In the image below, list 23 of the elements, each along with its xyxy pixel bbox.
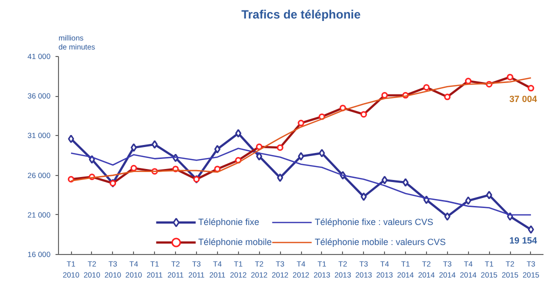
point	[68, 134, 74, 144]
point	[256, 152, 262, 161]
point	[382, 176, 388, 184]
annotation: 19 154	[509, 236, 537, 246]
legend-label: Téléphonie fixe : valeurs CVS	[314, 216, 434, 228]
legend-label: Téléphonie mobile : valeurs CVS	[314, 236, 446, 248]
point	[298, 152, 304, 161]
point	[528, 225, 534, 234]
point	[465, 196, 472, 205]
point	[277, 173, 284, 182]
legend-label: Téléphonie mobile	[198, 236, 272, 248]
annotation: 37 004	[509, 94, 537, 104]
point	[444, 212, 450, 221]
point	[360, 192, 367, 201]
point	[318, 148, 325, 158]
chart-title: Trafics de téléphonie	[241, 8, 362, 22]
point	[235, 129, 242, 138]
point	[486, 190, 492, 200]
point	[152, 140, 158, 149]
legend-label: Téléphonie fixe	[198, 216, 260, 228]
point	[402, 178, 409, 187]
point	[130, 143, 137, 152]
point	[214, 144, 220, 154]
